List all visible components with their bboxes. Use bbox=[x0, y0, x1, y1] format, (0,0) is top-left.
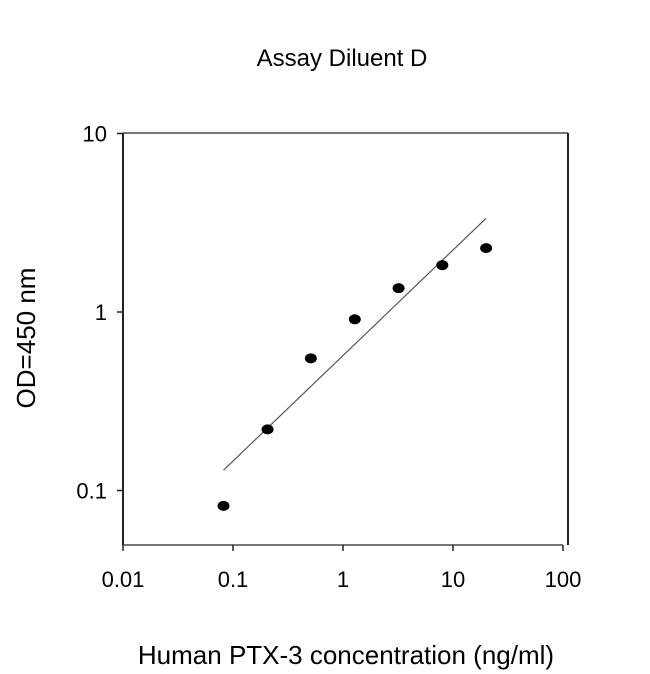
x-axis-ticks: 0.01 0.1 1 10 100 bbox=[102, 545, 582, 592]
x-tick-label: 0.1 bbox=[218, 567, 249, 592]
x-tick-label: 100 bbox=[545, 567, 582, 592]
y-tick-label: 0.1 bbox=[76, 479, 107, 504]
data-point bbox=[304, 353, 317, 364]
y-tick-label: 1 bbox=[95, 300, 107, 325]
y-tick-label: 10 bbox=[83, 122, 107, 147]
x-tick-label: 10 bbox=[441, 567, 465, 592]
data-point bbox=[436, 260, 449, 271]
data-point bbox=[348, 314, 361, 325]
data-points bbox=[217, 243, 493, 511]
y-axis-label: OD=450 nm bbox=[11, 268, 41, 409]
data-point bbox=[217, 500, 230, 511]
x-axis-label: Human PTX-3 concentration (ng/ml) bbox=[138, 640, 554, 670]
y-axis-ticks: 0.1 1 10 bbox=[76, 122, 123, 504]
chart-title: Assay Diluent D bbox=[257, 45, 428, 72]
data-point bbox=[261, 424, 274, 435]
data-point bbox=[392, 283, 405, 294]
x-tick-label: 1 bbox=[337, 567, 349, 592]
data-point bbox=[480, 243, 493, 254]
plot-frame bbox=[122, 132, 569, 546]
x-tick-label: 0.01 bbox=[102, 567, 145, 592]
